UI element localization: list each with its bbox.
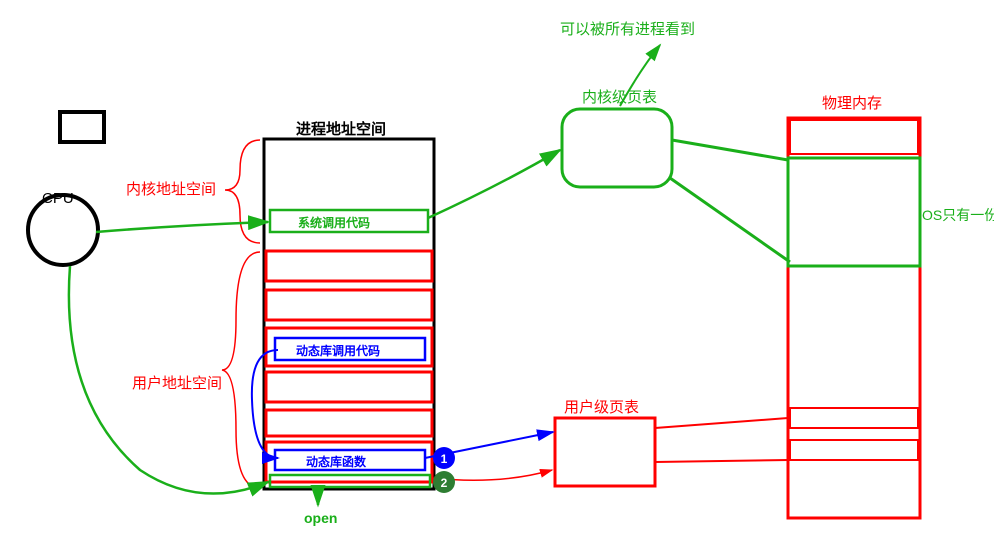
user-page-table-label: 用户级页表 — [564, 396, 639, 417]
edge-user-pt-to-phys — [655, 418, 788, 462]
process-address-space-label: 进程地址空间 — [296, 118, 386, 139]
red-row-2 — [266, 290, 432, 320]
edge-syscall-to-kernel-pt — [428, 150, 560, 218]
edge-dynlib-loop — [252, 350, 278, 458]
address-space-box — [264, 139, 434, 489]
os-single-copy-label: OS只有一份 — [922, 205, 994, 225]
diagram-canvas: 1 2 — [0, 0, 994, 539]
open-label: open — [304, 510, 337, 526]
physical-memory-green-slot — [788, 158, 920, 266]
physical-memory-label: 物理内存 — [822, 92, 882, 113]
user-brace — [222, 252, 260, 488]
dynlib-func-label: 动态库函数 — [306, 453, 366, 470]
kernel-brace — [225, 140, 260, 243]
badge-2-text: 2 — [441, 476, 448, 490]
syscall-code-label: 系统调用代码 — [298, 214, 370, 231]
edge-dynlib-to-user-pt — [425, 432, 553, 458]
physical-memory-top-slot — [790, 120, 918, 154]
badge-1-bg — [433, 447, 455, 469]
physical-memory-box — [788, 118, 920, 518]
red-row-4 — [266, 372, 432, 402]
kernel-address-space-label: 内核地址空间 — [126, 178, 216, 199]
badge-2-bg — [433, 471, 455, 493]
red-row-1 — [266, 251, 432, 281]
badge-1-text: 1 — [441, 452, 448, 466]
cpu-box — [60, 112, 104, 142]
user-page-table-box — [555, 418, 655, 486]
edge-red-to-user-pt — [432, 470, 552, 480]
physical-memory-slot-r2 — [790, 440, 918, 460]
kernel-page-table-box — [562, 109, 672, 187]
user-address-space-label: 用户地址空间 — [132, 372, 222, 393]
green-bottom-bar — [270, 475, 430, 487]
red-row-5 — [266, 410, 432, 436]
visible-all-procs-label: 可以被所有进程看到 — [560, 18, 695, 39]
dynlib-call-code-label: 动态库调用代码 — [296, 342, 380, 359]
cpu-label: CPU — [42, 190, 74, 207]
kernel-page-table-label: 内核级页表 — [582, 86, 657, 107]
edge-kernel-pt-to-phys — [670, 140, 790, 262]
edge-cpu-to-syscall — [96, 222, 268, 232]
physical-memory-slot-r1 — [790, 408, 918, 428]
